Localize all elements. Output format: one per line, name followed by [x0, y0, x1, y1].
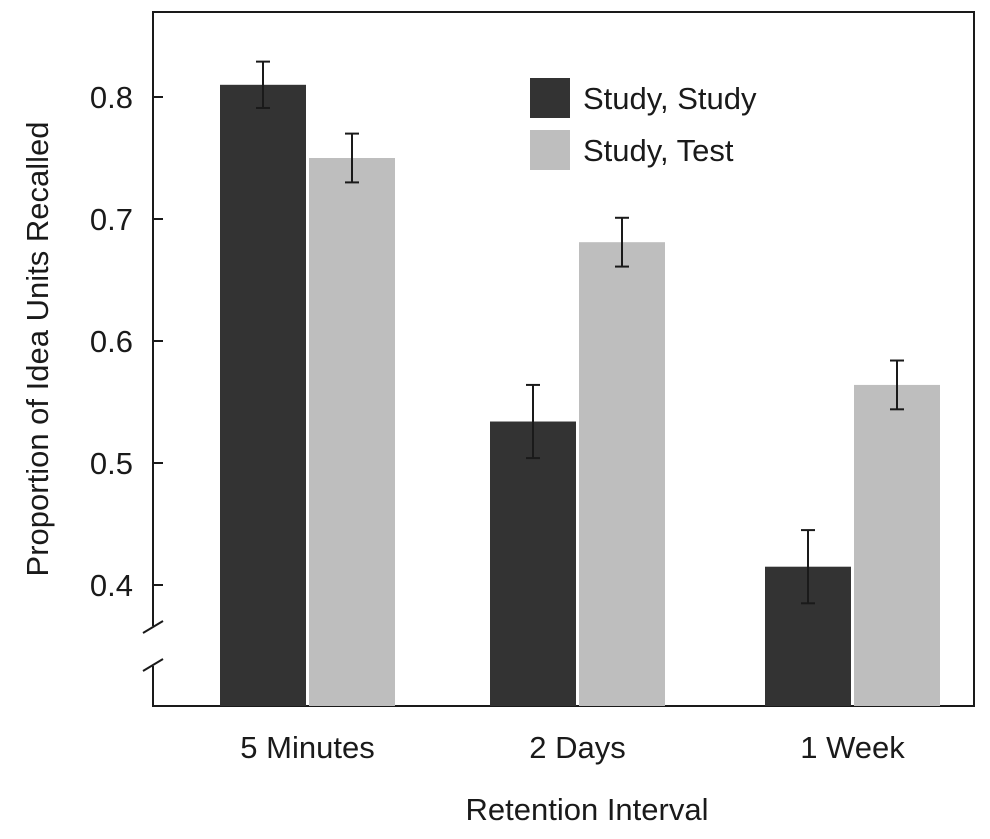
y-axis-break	[140, 12, 168, 706]
bar-study-test-1	[579, 242, 665, 706]
legend-swatch-0	[530, 78, 570, 118]
x-axis-labels: 5 Minutes 2 Days 1 Week	[240, 730, 905, 765]
bar-study-study-1	[490, 421, 576, 706]
y-tick-label: 0.8	[90, 80, 133, 115]
bar-study-test-2	[854, 384, 940, 706]
legend-swatch-1	[530, 130, 570, 170]
bar-study-study-0	[220, 84, 306, 707]
x-category-label: 1 Week	[800, 730, 905, 765]
legend-label-0: Study, Study	[583, 81, 757, 116]
bar-study-test-0	[309, 158, 395, 706]
y-axis-title: Proportion of Idea Units Recalled	[20, 122, 55, 577]
bars-group	[220, 84, 940, 707]
y-tick-label: 0.7	[90, 202, 133, 237]
x-category-label: 5 Minutes	[240, 730, 374, 765]
legend-label-1: Study, Test	[583, 133, 734, 168]
x-category-label: 2 Days	[529, 730, 625, 765]
x-axis-title: Retention Interval	[466, 792, 709, 827]
y-tick-label: 0.4	[90, 568, 133, 603]
y-axis-ticks: 0.4 0.5 0.6 0.7 0.8	[90, 80, 163, 603]
legend: Study, Study Study, Test	[530, 78, 757, 170]
y-tick-label: 0.5	[90, 446, 133, 481]
y-tick-label: 0.6	[90, 324, 133, 359]
error-bars-group	[256, 60, 904, 605]
